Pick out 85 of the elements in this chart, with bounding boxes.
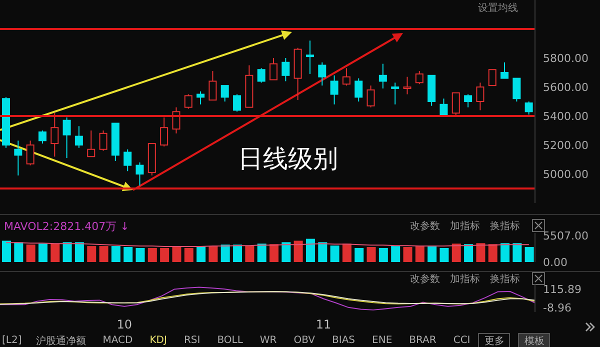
text: OBV — [294, 335, 316, 346]
bar — [378, 248, 388, 262]
y-tick-label: 5507.00 — [543, 229, 588, 242]
text: 模板 — [518, 332, 550, 347]
y-tick-label: 5000.00 — [543, 168, 588, 181]
text: 换指标 — [490, 220, 520, 233]
text: 沪股通净额 — [36, 334, 86, 347]
bar — [452, 244, 461, 262]
bar — [403, 247, 412, 262]
bar — [160, 248, 170, 262]
bar — [62, 242, 72, 262]
text: [L2] — [2, 335, 22, 346]
bar — [208, 246, 218, 262]
bar — [476, 243, 486, 262]
candlestick — [391, 82, 400, 105]
bar — [124, 247, 133, 262]
bar — [354, 248, 364, 262]
bar — [512, 243, 522, 262]
bar — [524, 247, 534, 262]
bar — [184, 248, 194, 262]
bar — [87, 246, 96, 262]
y-tick-label: 0.00 — [543, 256, 568, 269]
y-tick-label: 5800.00 — [543, 52, 588, 65]
text: 更多 — [478, 332, 510, 347]
bar — [366, 247, 376, 262]
annotation: MAVOL2:2821.407万 ↓ — [4, 219, 130, 234]
y-tick-label: -8.96 — [543, 301, 572, 314]
candlestick — [476, 82, 484, 111]
text: 加指标 — [450, 220, 480, 233]
bar — [270, 244, 278, 262]
text: WR — [260, 335, 277, 346]
bar — [415, 246, 424, 262]
bar — [318, 242, 328, 262]
candlestick — [14, 140, 22, 176]
bar — [306, 238, 315, 262]
bar — [136, 248, 145, 262]
text: ENE — [372, 335, 392, 346]
text: CCI — [453, 335, 470, 346]
text: BRAR — [409, 335, 436, 346]
bar — [196, 246, 206, 262]
bar — [282, 242, 291, 262]
candlestick — [50, 112, 59, 158]
x-tick-label: 11 — [316, 318, 332, 332]
y-tick-label: 5600.00 — [543, 80, 588, 94]
y-tick-label: 5400.00 — [543, 110, 588, 123]
bar — [14, 242, 24, 262]
bar — [2, 240, 11, 262]
bar — [391, 246, 400, 262]
bar — [111, 246, 120, 262]
bar — [245, 246, 254, 262]
y-tick-label: 5200.00 — [543, 138, 588, 152]
text: KDJ — [150, 335, 167, 346]
annotation: 设置均线 — [478, 2, 518, 15]
annotation: 加指标 — [450, 272, 480, 286]
bar — [294, 240, 303, 262]
annotation: 日线级别 — [238, 143, 338, 175]
bar — [342, 244, 352, 262]
bar — [148, 248, 157, 262]
bar — [172, 247, 182, 262]
bar — [257, 244, 266, 262]
x-tick-label: 10 — [116, 318, 132, 332]
bar — [38, 244, 48, 262]
bar — [26, 244, 36, 262]
candlestick — [306, 40, 314, 74]
bar — [464, 244, 474, 262]
bar — [440, 248, 449, 262]
candlestick — [378, 63, 387, 89]
candlestick — [403, 76, 412, 95]
bar — [488, 244, 498, 262]
bar — [330, 246, 340, 262]
bar — [233, 244, 242, 262]
y-tick-label: 115.89 — [543, 282, 582, 296]
text: RSI — [184, 335, 200, 346]
bar — [500, 243, 510, 262]
bar — [99, 246, 108, 262]
text: BOLL — [217, 335, 243, 346]
bar — [220, 244, 230, 262]
annotation: 换指标 — [490, 272, 520, 286]
text: 改参数 — [410, 220, 440, 233]
bar — [428, 246, 437, 262]
bar — [74, 242, 84, 262]
annotation: 改参数 — [410, 272, 440, 286]
text: MACD — [102, 335, 133, 346]
text: BIAS — [332, 335, 356, 346]
bar — [50, 244, 60, 262]
